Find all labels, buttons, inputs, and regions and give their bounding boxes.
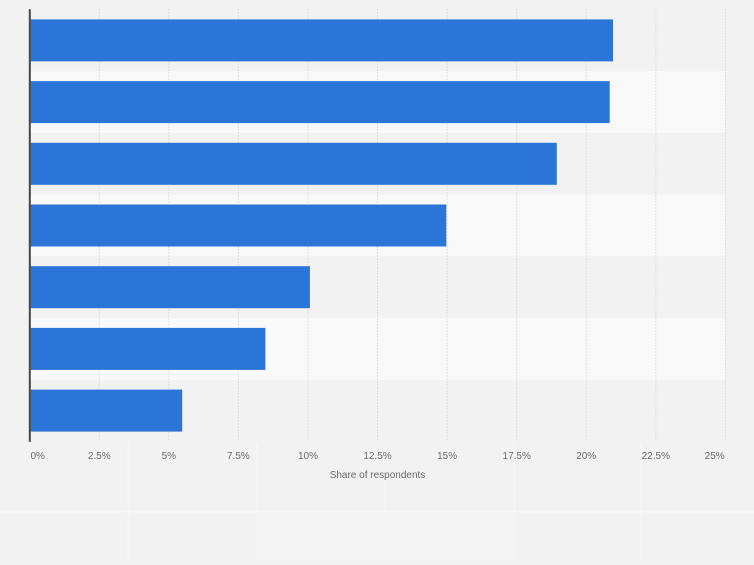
svg-text:5%: 5% bbox=[162, 451, 177, 462]
svg-text:2.5%: 2.5% bbox=[88, 451, 111, 462]
svg-text:0%: 0% bbox=[31, 451, 46, 462]
svg-text:Share of respondents: Share of respondents bbox=[330, 470, 426, 481]
svg-text:10%: 10% bbox=[298, 451, 318, 462]
svg-text:25%: 25% bbox=[705, 451, 725, 462]
svg-text:7.5%: 7.5% bbox=[227, 451, 250, 462]
svg-text:12.5%: 12.5% bbox=[363, 451, 391, 462]
svg-text:15%: 15% bbox=[437, 451, 457, 462]
svg-text:22.5%: 22.5% bbox=[642, 451, 670, 462]
svg-text:17.5%: 17.5% bbox=[503, 451, 531, 462]
svg-text:20%: 20% bbox=[576, 451, 596, 462]
